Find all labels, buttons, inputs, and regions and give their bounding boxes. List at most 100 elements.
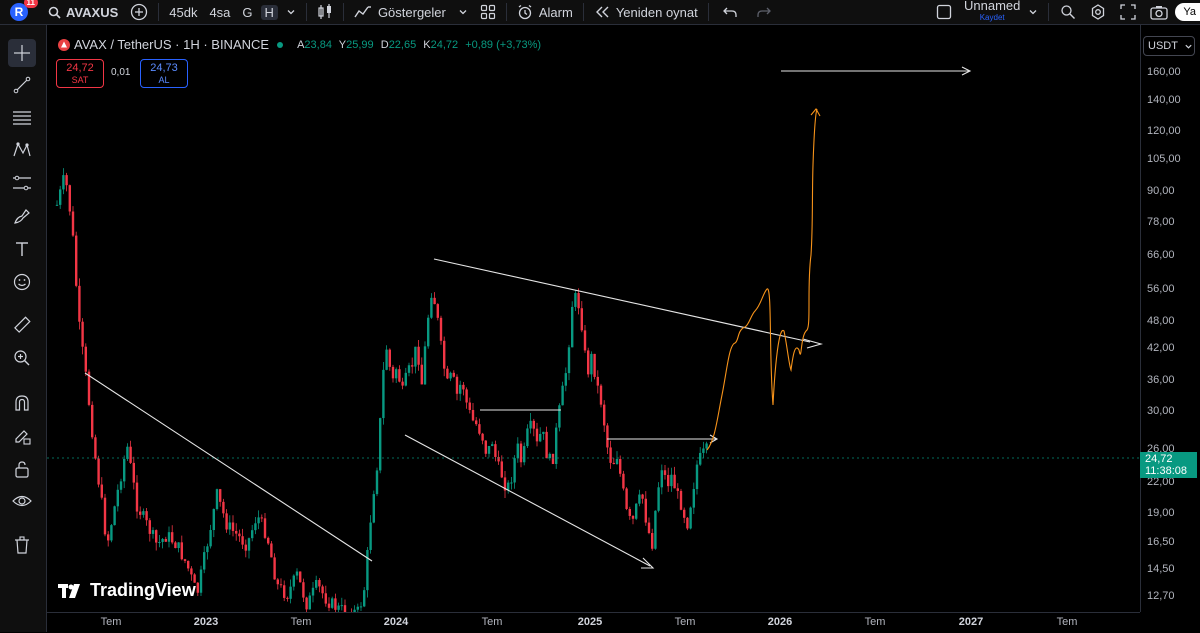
candle-body [612, 462, 615, 465]
divider [1048, 3, 1050, 21]
close-value: 24,72 [430, 38, 459, 51]
candle-body [135, 482, 139, 512]
settings-button[interactable] [1083, 0, 1113, 24]
candle-body [459, 384, 462, 394]
candle-body [644, 498, 647, 523]
snapshot-button[interactable] [1143, 0, 1175, 24]
candle-body [503, 477, 507, 491]
candle-body [443, 340, 446, 369]
bar-countdown: 11:38:08 [1145, 465, 1188, 477]
layout-selector[interactable]: Unnamed Kaydet [930, 0, 1044, 24]
candle-body [596, 376, 599, 386]
candle-body [148, 520, 151, 534]
candle-body [174, 542, 177, 549]
lock-all-tool[interactable] [8, 455, 36, 483]
sell-button[interactable]: 24,72 SAT [56, 59, 104, 88]
indicators-dropdown[interactable] [452, 0, 474, 24]
interval-45m[interactable]: 45dk [169, 4, 198, 20]
replay-button[interactable]: Yeniden oynat [588, 0, 704, 24]
fib-tool[interactable] [8, 104, 36, 132]
candle-body [283, 585, 286, 598]
candle-body [481, 433, 484, 441]
candle-body [420, 364, 423, 385]
lower-wedge-arrowhead [641, 557, 655, 569]
candle-body [638, 494, 641, 504]
emoji-tool[interactable] [8, 268, 36, 296]
time-tick-label: Tem [674, 616, 696, 628]
zoom-search-icon [1060, 4, 1076, 20]
price-chart[interactable] [47, 25, 1140, 612]
candle-body [286, 597, 289, 599]
alert-button[interactable]: Alarm [511, 0, 579, 24]
pattern-tool[interactable] [8, 136, 36, 164]
low-key: D [380, 38, 389, 51]
text-tool[interactable] [8, 235, 36, 263]
interval-1d[interactable]: G [242, 4, 253, 20]
chart-type-button[interactable] [311, 0, 339, 24]
price-axis[interactable]: 160,00 140,00 120,00 105,00 90,00 78,00 66,00 5… [1140, 25, 1200, 612]
candle-body [484, 440, 487, 454]
zoom-tool[interactable] [8, 344, 36, 372]
symbol-title[interactable]: AVAX / TetherUS · 1H · BINANCE [74, 37, 270, 52]
interval-4h[interactable]: 4sa [209, 4, 231, 20]
price-tick-label: 12,70 [1147, 590, 1175, 602]
currency-selector[interactable]: USDT [1143, 36, 1195, 56]
symbol-search[interactable]: AVAXUS [42, 0, 124, 24]
publish-button[interactable]: Ya [1175, 3, 1200, 21]
candle-body [654, 510, 657, 549]
indicators-button[interactable]: Göstergeler [348, 0, 452, 24]
candle-body [433, 297, 436, 305]
remove-drawings-tool[interactable] [8, 531, 36, 559]
upper-wedge-line[interactable] [433, 258, 811, 343]
candle-body [260, 517, 263, 519]
candle-body [439, 317, 443, 341]
time-axis[interactable]: Tem 2023 Tem 2024 Tem 2025 Tem 2026 Tem 2027 Tem [47, 612, 1140, 633]
interval-dropdown[interactable] [280, 0, 302, 24]
candle-body [414, 346, 417, 367]
candle-body [663, 470, 667, 475]
candle-body [407, 365, 411, 373]
hide-drawings-tool[interactable] [8, 487, 36, 515]
time-tick-label: Tem [100, 616, 122, 628]
compare-button[interactable] [124, 0, 154, 24]
layout-name-box: Unnamed Kaydet [964, 0, 1020, 24]
trendline-tool[interactable] [8, 71, 36, 99]
candle-body [417, 346, 420, 365]
user-avatar[interactable]: R 11 [10, 0, 38, 21]
interval-1h[interactable]: H [259, 0, 280, 24]
candle-body [497, 456, 500, 462]
candle-body [209, 530, 212, 547]
ruler-tool[interactable] [8, 311, 36, 339]
indicators-label: Göstergeler [377, 4, 446, 20]
candle-body [199, 569, 203, 593]
quick-search-button[interactable] [1053, 0, 1083, 24]
fullscreen-button[interactable] [1113, 0, 1143, 24]
forecast-tool[interactable] [8, 169, 36, 197]
candle-body [660, 470, 663, 488]
lock-drawing-tool[interactable] [8, 422, 36, 450]
plus-circle-icon [130, 3, 148, 21]
templates-button[interactable] [474, 0, 502, 24]
candle-body [455, 376, 459, 394]
candle-body [324, 593, 327, 604]
price-tick-label: 48,00 [1147, 315, 1175, 327]
candle-body [519, 443, 523, 463]
eye-icon [12, 493, 32, 509]
undo-button[interactable] [713, 0, 747, 24]
redo-button[interactable] [747, 0, 781, 24]
candle-body [651, 533, 654, 549]
candle-body [606, 425, 609, 448]
brush-tool[interactable] [8, 202, 36, 230]
candle-body [398, 369, 401, 382]
candle-body [257, 517, 260, 524]
candle-body [529, 420, 532, 429]
lower-wedge-line[interactable] [404, 434, 651, 567]
buy-button[interactable]: 24,73 AL [140, 59, 188, 88]
descending-trendline[interactable] [84, 372, 373, 562]
candle-body [436, 304, 439, 318]
candle-body [667, 474, 670, 487]
magnet-tool[interactable] [8, 389, 36, 417]
crosshair-tool[interactable] [8, 39, 36, 67]
candle-body [299, 571, 302, 583]
candle-body [401, 381, 404, 386]
